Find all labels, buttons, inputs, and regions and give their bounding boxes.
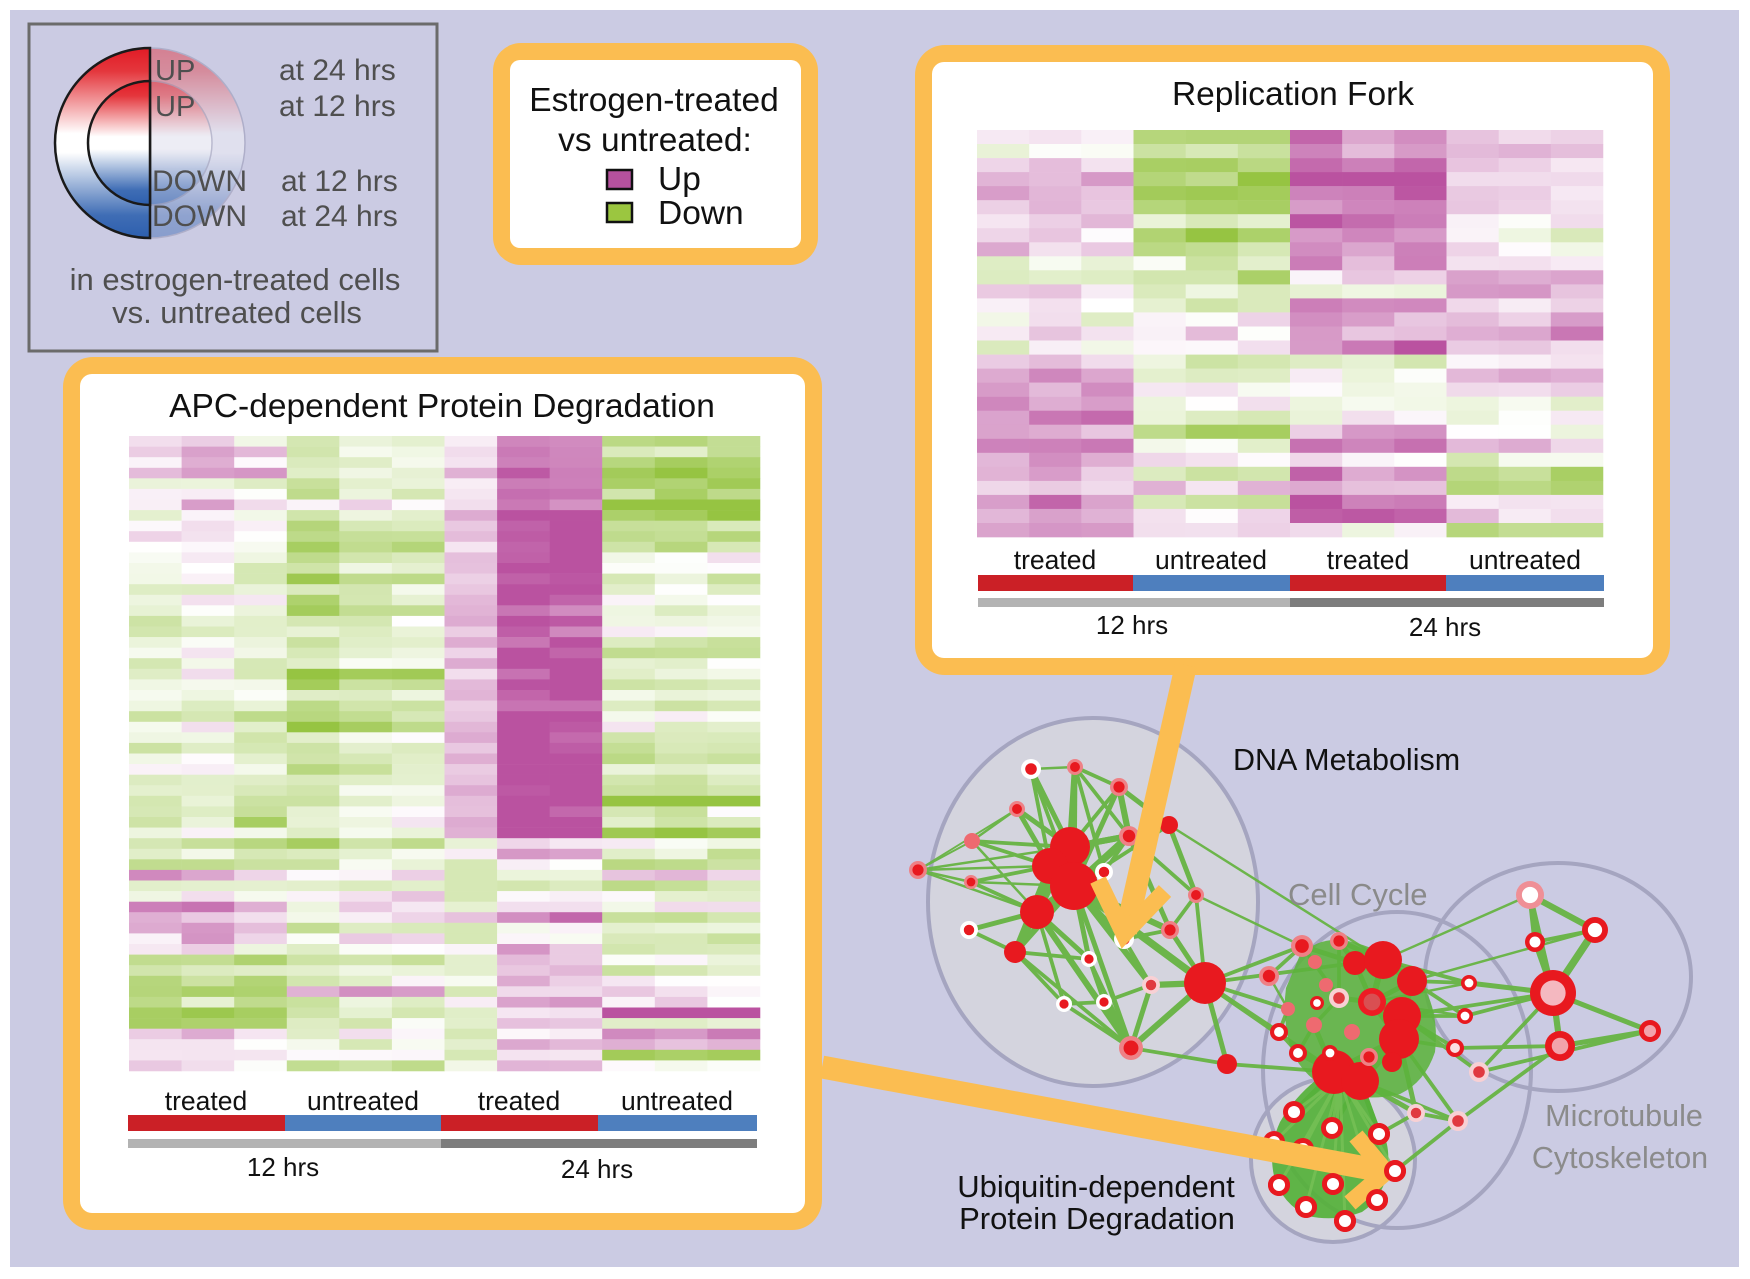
svg-text:Microtubule: Microtubule [1545,1099,1703,1133]
svg-text:APC-dependent Protein Degradat: APC-dependent Protein Degradation [169,388,715,425]
svg-text:untreated: untreated [1155,545,1267,575]
svg-text:Cytoskeleton: Cytoskeleton [1532,1141,1708,1175]
svg-text:treated: treated [478,1086,561,1116]
svg-text:treated: treated [1327,545,1410,575]
svg-text:UP: UP [155,91,195,123]
svg-text:treated: treated [1014,545,1097,575]
svg-text:24 hrs: 24 hrs [561,1154,633,1184]
svg-text:untreated: untreated [621,1086,733,1116]
svg-text:UP: UP [155,55,195,87]
svg-text:Protein Degradation: Protein Degradation [959,1201,1235,1236]
svg-text:Estrogen-treated: Estrogen-treated [529,82,779,119]
svg-text:Ubiquitin-dependent: Ubiquitin-dependent [957,1169,1235,1204]
svg-text:12 hrs: 12 hrs [247,1152,319,1182]
svg-text:untreated: untreated [1469,545,1581,575]
svg-text:24 hrs: 24 hrs [1409,612,1481,642]
svg-text:DOWN: DOWN [152,165,247,198]
svg-text:at 12 hrs: at 12 hrs [281,165,398,198]
svg-text:Down: Down [658,195,744,232]
svg-text:vs untreated:: vs untreated: [558,122,752,159]
svg-text:12 hrs: 12 hrs [1096,610,1168,640]
svg-text:Cell Cycle: Cell Cycle [1288,877,1428,912]
svg-text:DOWN: DOWN [152,200,247,233]
svg-text:DNA Metabolism: DNA Metabolism [1233,743,1460,777]
svg-text:in estrogen-treated cells: in estrogen-treated cells [70,262,401,297]
svg-text:at 24 hrs: at 24 hrs [281,200,398,233]
svg-text:untreated: untreated [307,1086,419,1116]
svg-text:at 12 hrs: at 12 hrs [279,90,396,123]
svg-text:vs. untreated cells: vs. untreated cells [112,295,362,330]
svg-text:at 24 hrs: at 24 hrs [279,54,396,87]
svg-text:Up: Up [658,161,701,198]
svg-text:treated: treated [165,1086,248,1116]
svg-text:Replication Fork: Replication Fork [1172,76,1414,113]
